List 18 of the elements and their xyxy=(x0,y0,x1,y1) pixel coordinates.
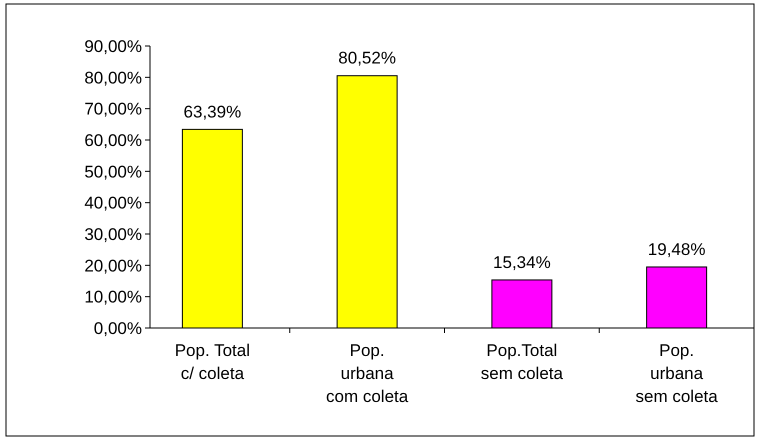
y-tick-label: 0,00% xyxy=(94,318,142,338)
y-tick-label: 90,00% xyxy=(84,36,142,56)
x-tick-label: Pop. urbana com coleta xyxy=(326,341,409,406)
y-tick-label: 50,00% xyxy=(84,162,142,182)
x-tick-label: Pop.Total sem coleta xyxy=(480,341,564,383)
x-tick-label: Pop. Total c/ coleta xyxy=(174,341,250,383)
y-tick-label: 20,00% xyxy=(84,256,142,276)
data-label: 15,34% xyxy=(493,252,551,272)
y-tick-label: 10,00% xyxy=(84,288,142,307)
data-label: 19,48% xyxy=(648,240,706,259)
data-label: 80,52% xyxy=(338,48,396,68)
y-tick-label: 80,00% xyxy=(84,68,142,88)
y-tick-label: 60,00% xyxy=(84,130,142,150)
y-tick-label: 40,00% xyxy=(84,194,142,213)
x-tick-label: Pop. urbana sem coleta xyxy=(636,341,718,406)
y-tick-label: 30,00% xyxy=(84,224,142,244)
data-label: 63,39% xyxy=(184,102,242,122)
y-tick-label: 70,00% xyxy=(84,100,142,119)
